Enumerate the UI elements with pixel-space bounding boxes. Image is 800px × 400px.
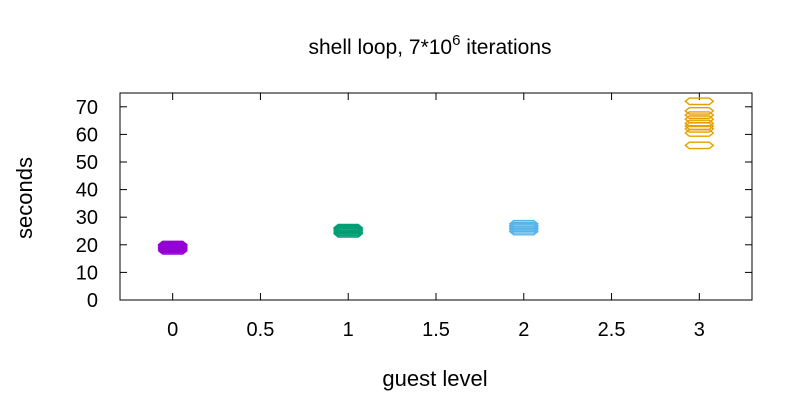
- data-point: [333, 224, 364, 233]
- data-point: [157, 243, 188, 252]
- x-tick-label: 0: [167, 319, 178, 341]
- data-point: [157, 245, 188, 254]
- data-point: [157, 241, 188, 250]
- data-point: [684, 124, 715, 133]
- data-point: [684, 97, 715, 106]
- x-axis-label: guest level: [382, 366, 487, 391]
- plot-area: [119, 92, 753, 301]
- x-tick-label: 3: [694, 319, 705, 341]
- plot-frame: [119, 92, 753, 301]
- data-point: [508, 224, 539, 233]
- data-points: [157, 97, 715, 255]
- y-tick-label: 60: [76, 124, 98, 146]
- y-tick-label: 10: [76, 262, 98, 284]
- y-tick-label: 0: [87, 290, 98, 312]
- series-2: [508, 219, 539, 236]
- data-point: [157, 240, 188, 249]
- x-tick-label: 1.5: [422, 319, 450, 341]
- y-tick-label: 30: [76, 207, 98, 229]
- series-3: [684, 97, 715, 150]
- x-axis-tick-labels: 0 0.5 1 1.5 2 2.5 3: [167, 319, 705, 341]
- data-point: [333, 223, 364, 232]
- chart-title: shell loop, 7*106 iterations: [309, 32, 552, 59]
- x-tick-label: 0.5: [247, 319, 275, 341]
- y-axis-tick-labels: 0 10 20 30 40 50 60 70: [76, 97, 98, 312]
- data-point: [684, 129, 715, 137]
- data-point: [508, 222, 539, 231]
- data-point: [684, 119, 715, 128]
- y-axis-label: seconds: [12, 157, 37, 239]
- data-point: [333, 228, 364, 237]
- y-axis-ticks: [120, 106, 752, 301]
- data-point: [157, 242, 188, 251]
- data-point: [333, 227, 364, 235]
- x-tick-label: 2.5: [598, 319, 626, 341]
- y-tick-label: 20: [76, 235, 98, 257]
- data-point: [508, 221, 539, 230]
- series-0: [157, 240, 188, 255]
- y-tick-label: 50: [76, 152, 98, 174]
- x-tick-label: 2: [518, 319, 529, 341]
- data-point: [684, 141, 715, 150]
- x-axis-ticks: [172, 93, 700, 300]
- data-point: [508, 219, 539, 228]
- series-1: [333, 223, 364, 238]
- data-point: [684, 106, 715, 115]
- y-tick-label: 40: [76, 180, 98, 202]
- data-point: [684, 115, 715, 124]
- data-point: [333, 225, 364, 234]
- y-tick-label: 70: [76, 97, 98, 119]
- data-point: [684, 111, 715, 120]
- x-tick-label: 1: [343, 319, 354, 341]
- chart-title-exponent: 6: [452, 32, 460, 49]
